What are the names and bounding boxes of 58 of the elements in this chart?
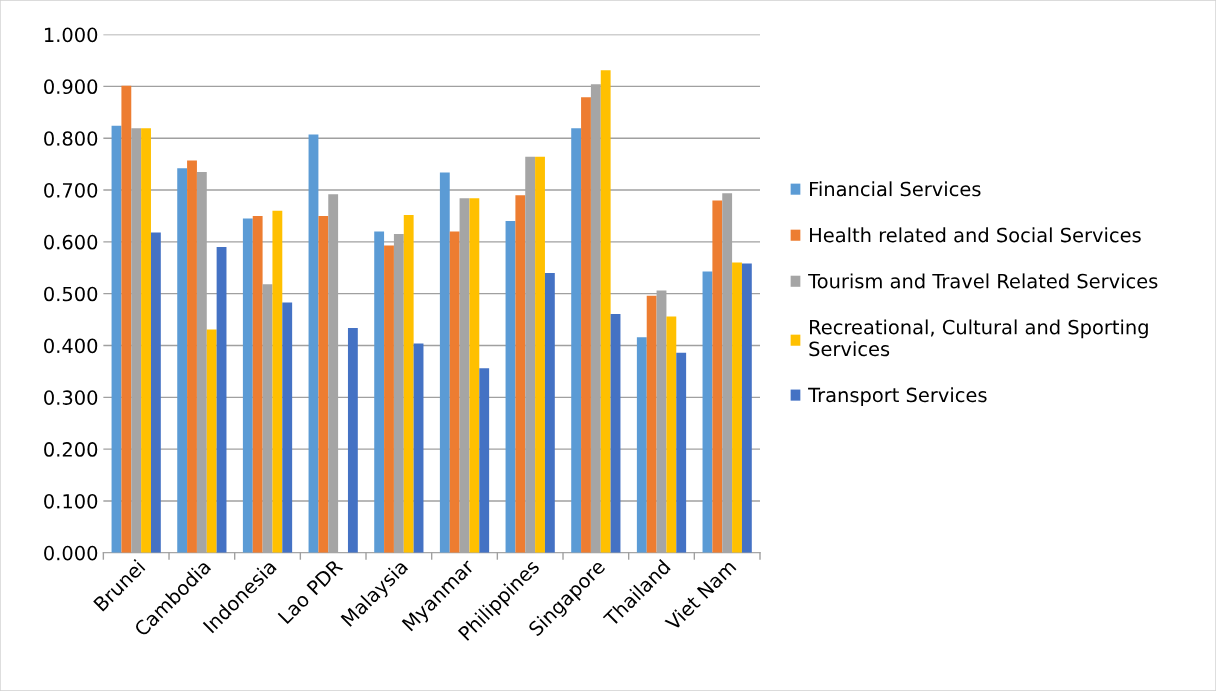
legend-label: Transport Services: [808, 387, 987, 407]
bar: [242, 218, 253, 553]
y-tick-label: 0.000: [44, 545, 98, 561]
bar: [252, 215, 263, 553]
bar: [702, 271, 713, 553]
y-tick-label: 0.200: [44, 442, 98, 457]
bar: [479, 368, 490, 553]
bar: [150, 232, 161, 553]
bar: [469, 198, 480, 553]
y-tick-label: 0.400: [44, 338, 98, 354]
y-tick-label: 0.800: [44, 131, 98, 146]
bar: [571, 128, 582, 553]
y-tick-label: 0.300: [44, 390, 98, 405]
bar: [732, 262, 742, 553]
bar: [121, 85, 132, 553]
bar: [216, 247, 227, 553]
bar: [741, 263, 752, 553]
bar: [272, 210, 283, 553]
y-tick-label: 0.100: [44, 493, 98, 509]
bar: [535, 156, 545, 553]
bar: [111, 125, 122, 553]
y-tick-label: 0.900: [44, 79, 98, 95]
bar: [449, 231, 460, 553]
bar: [318, 215, 329, 553]
bar: [515, 195, 526, 553]
bar: [646, 295, 657, 553]
bar: [347, 327, 358, 553]
bar: [177, 168, 188, 553]
y-tick-label: 1.000: [44, 27, 98, 43]
bar: [581, 97, 591, 553]
bar: [544, 272, 555, 553]
bar: [384, 245, 394, 553]
bar: [374, 231, 385, 553]
legend-label: Financial Services: [810, 181, 981, 197]
bar: [413, 343, 424, 553]
bar: [262, 284, 273, 553]
bar: [206, 329, 217, 553]
bar: [666, 316, 677, 553]
bar: [712, 200, 723, 553]
bar: [131, 128, 142, 553]
bar: [439, 172, 450, 553]
bar: [403, 214, 414, 553]
bar: [187, 160, 197, 553]
bar: [636, 337, 647, 553]
bar: [308, 134, 319, 553]
y-tick-label: 0.600: [44, 234, 98, 250]
legend-label: Tourism and Travel Related Services: [808, 273, 1158, 289]
bar: [610, 313, 621, 553]
bar: [141, 128, 151, 553]
y-tick-label: 0.500: [44, 286, 98, 302]
legend-label: Recreational, Cultural and Sporting Services: [809, 319, 1148, 357]
bar: [459, 198, 470, 553]
y-tick-label: 0.700: [44, 182, 98, 198]
bar: [505, 221, 516, 553]
bar: [600, 70, 611, 553]
bar: [282, 302, 293, 553]
legend-label: Health related and Social Services: [810, 227, 1141, 243]
bar: [676, 352, 687, 553]
